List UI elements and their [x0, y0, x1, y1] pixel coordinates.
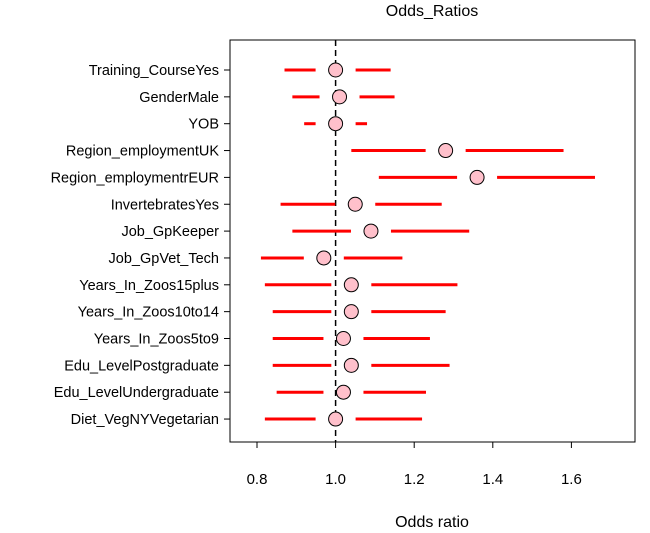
category-label: Diet_VegNYVegetarian — [71, 412, 219, 428]
point-estimate — [335, 331, 351, 346]
category-label: Years_In_Zoos5to9 — [94, 332, 219, 348]
category-label: Job_GpKeeper — [121, 224, 219, 240]
point-estimate — [328, 62, 344, 78]
x-tick-label: 1.4 — [482, 471, 503, 488]
point-estimate — [469, 169, 485, 185]
x-tick-label: 1.6 — [561, 471, 582, 488]
point-estimate — [343, 357, 359, 373]
point-estimate — [328, 411, 344, 427]
point-estimate — [438, 143, 454, 159]
x-tick-layer: 0.8 1.0 1.2 1.4 1.6 — [247, 442, 582, 488]
x-tick-label: 1.0 — [325, 471, 346, 488]
point-estimate — [343, 304, 359, 320]
category-label-layer: Training_CourseYes GenderMale YOB Region_em… — [51, 63, 230, 428]
confidence-interval-layer — [260, 68, 595, 421]
x-tick-label: 0.8 — [247, 471, 268, 488]
point-estimate — [332, 89, 348, 105]
category-label: Region_employmentUK — [66, 144, 219, 160]
category-label: Job_GpVet_Tech — [109, 251, 219, 267]
category-label: Years_In_Zoos10to14 — [78, 305, 219, 321]
category-label: InvertebratesYes — [111, 197, 219, 213]
point-estimate — [328, 116, 344, 132]
category-label: Training_CourseYes — [89, 63, 219, 79]
category-label: Region_employmentrEUR — [51, 170, 219, 186]
category-label: YOB — [188, 117, 219, 133]
point-estimate-layer — [316, 62, 485, 427]
x-axis-title: Odds ratio — [395, 514, 469, 531]
point-estimate — [347, 196, 363, 212]
point-estimate — [343, 277, 359, 293]
chart-title: Odds_Ratios — [386, 3, 479, 20]
point-estimate — [335, 384, 351, 400]
category-label: Edu_LevelUndergraduate — [54, 385, 219, 401]
plot-frame — [229, 39, 636, 443]
category-label: Edu_LevelPostgraduate — [64, 358, 219, 374]
x-tick-label: 1.2 — [404, 471, 425, 488]
point-estimate — [363, 223, 379, 239]
point-estimate — [316, 250, 332, 266]
category-label: Years_In_Zoos15plus — [79, 278, 219, 294]
category-label: GenderMale — [139, 90, 219, 106]
